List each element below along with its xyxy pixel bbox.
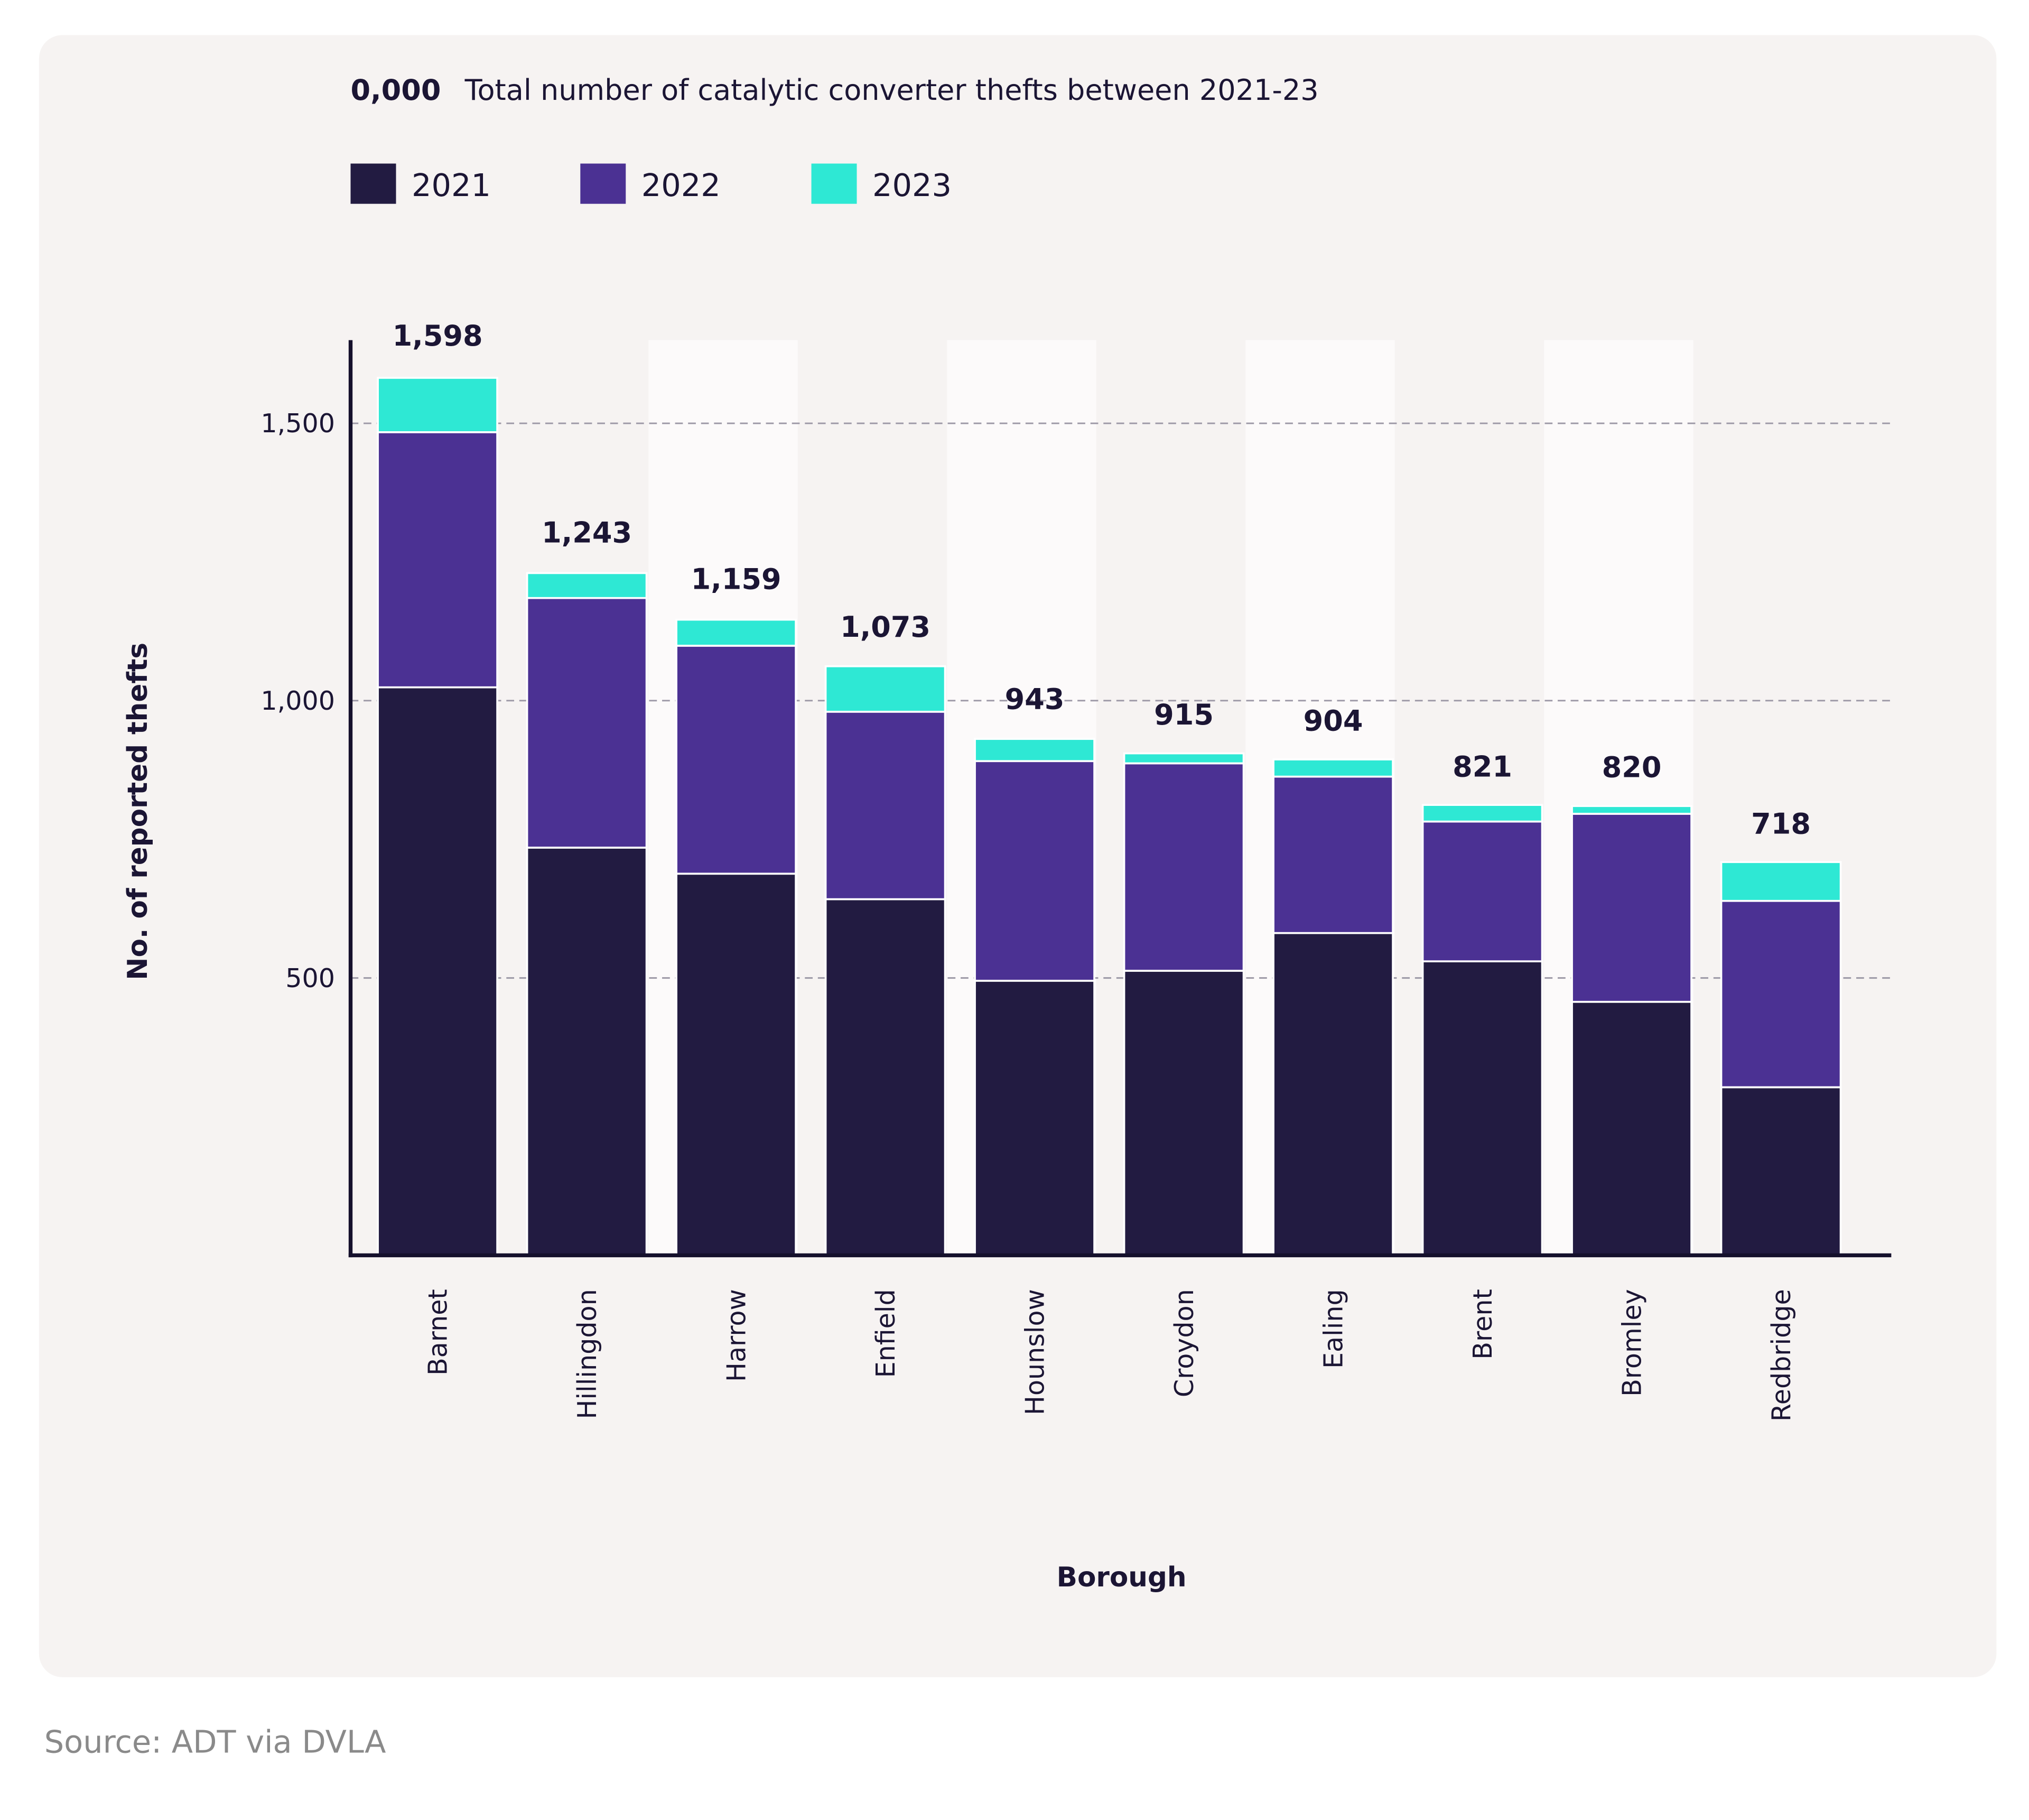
bar-segment: [1123, 762, 1245, 972]
bar-segment: [1421, 960, 1543, 1257]
bar-segment: [675, 645, 797, 875]
y-axis-label: No. of reported thefts: [122, 643, 154, 980]
legend-label: 2021: [412, 167, 491, 203]
bar-segment: [1123, 752, 1245, 765]
bar-segment: [1421, 804, 1543, 823]
x-tick-label: Bromley: [1616, 1289, 1647, 1397]
bar-segment: [377, 377, 498, 433]
total-label: 821: [1453, 750, 1512, 783]
total-key: 0,000: [351, 73, 441, 107]
bar-segment: [1720, 899, 1842, 1089]
bar-segment: [675, 872, 797, 1257]
total-description: Total number of catalytic converter thef…: [464, 73, 1319, 107]
x-tick-label: Enfield: [870, 1289, 901, 1378]
total-label: 904: [1304, 704, 1363, 737]
y-tick-label: 500: [285, 963, 335, 993]
bar-segment: [1272, 932, 1394, 1257]
y-tick-label: 1,000: [260, 685, 335, 716]
bar-segment: [1272, 775, 1394, 934]
bar-segment: [1421, 820, 1543, 962]
bar-segment: [526, 847, 648, 1257]
total-label: 1,243: [542, 516, 632, 550]
legend-swatch: [811, 163, 857, 204]
bar-segment: [377, 686, 498, 1257]
bar-segment: [824, 710, 946, 900]
bar-segment: [675, 618, 797, 647]
legend-swatch: [350, 163, 396, 204]
bar-segment: [974, 738, 1095, 763]
legend-label: 2023: [872, 167, 952, 203]
total-label: 718: [1751, 807, 1811, 841]
source: Source: ADT via DVLA: [44, 1723, 386, 1760]
legend-label: 2022: [641, 167, 721, 203]
bar-segment: [824, 898, 946, 1257]
x-tick-label: Brent: [1467, 1289, 1498, 1359]
x-tick-label: Barnet: [422, 1289, 453, 1376]
y-tick-label: 1,500: [260, 408, 335, 439]
legend-swatch: [580, 163, 626, 204]
total-label: 943: [1005, 682, 1065, 716]
x-axis-label: Borough: [1057, 1562, 1187, 1593]
bar-segment: [377, 431, 498, 689]
bar-segment: [1720, 1086, 1842, 1257]
bar-segment: [1720, 861, 1842, 902]
bar-segment: [1571, 805, 1692, 815]
bar-segment: [526, 597, 648, 849]
x-tick-label: Harrow: [721, 1289, 751, 1382]
total-label: 915: [1154, 698, 1214, 731]
bar-segment: [1571, 1000, 1692, 1257]
bar-segment: [1571, 813, 1692, 1003]
bar-segment: [526, 572, 648, 599]
x-tick-label: Hounslow: [1019, 1289, 1050, 1415]
total-label: 1,073: [840, 610, 930, 644]
x-tick-label: Croydon: [1169, 1289, 1199, 1397]
bar-segment: [1272, 758, 1394, 778]
total-label: 1,598: [393, 319, 483, 352]
bar-segment: [824, 665, 946, 713]
x-tick-label: Ealing: [1318, 1289, 1348, 1369]
bar-segment: [974, 980, 1095, 1257]
bar-segment: [1123, 970, 1245, 1257]
x-tick-label: Redbridge: [1766, 1289, 1797, 1422]
total-label: 820: [1602, 751, 1662, 784]
x-tick-label: Hillingdon: [572, 1289, 602, 1419]
total-label: 1,159: [691, 563, 781, 596]
bar-segment: [974, 760, 1095, 982]
